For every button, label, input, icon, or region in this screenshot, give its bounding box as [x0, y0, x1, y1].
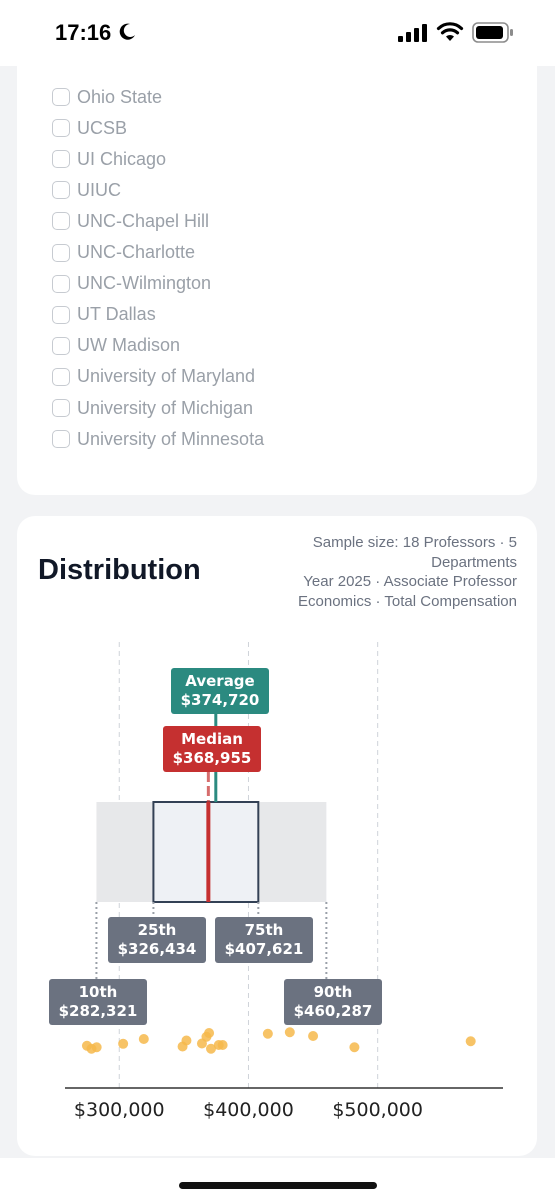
filter-label: UNC-Charlotte [77, 242, 196, 262]
p25-label-bg [108, 917, 206, 963]
data-point [118, 1038, 129, 1049]
filter-checkbox[interactable] [52, 336, 70, 355]
filter-label: UT Dallas [77, 304, 156, 325]
filter-checkbox[interactable] [52, 181, 70, 200]
median-label-value: $368,955 [173, 749, 252, 767]
x-tick-label: $500,000 [332, 1099, 423, 1121]
filter-item[interactable]: UNC-Wilmington [52, 270, 211, 298]
x-tick-label: $400,000 [203, 1099, 294, 1121]
x-tick-label: $300,000 [74, 1099, 165, 1121]
filter-label: UIUC [77, 179, 121, 200]
p90-label-value: $460,287 [294, 1002, 373, 1020]
data-point [262, 1028, 273, 1039]
filter-label: University of Michigan [77, 397, 254, 418]
filter-item[interactable]: UNC-Charlotte [52, 239, 195, 267]
distribution-chart: Average$374,720 Median$368,955 25th$326,43… [49, 642, 503, 1121]
meta-departments: Departments [431, 553, 517, 571]
bottom-safe-area [0, 1158, 555, 1200]
p10-label-value: $282,321 [59, 1002, 138, 1020]
filter-item[interactable]: UNC-Chapel Hill [52, 207, 209, 235]
box-25-75 [152, 801, 260, 903]
filter-label: UW Madison [77, 335, 181, 356]
battery-icon [472, 22, 513, 43]
data-point [217, 1040, 228, 1050]
filter-label: UI Chicago [77, 148, 167, 169]
p75-label-title: 75th [245, 921, 284, 939]
data-point [308, 1031, 319, 1041]
meta-field-type: Economics · Total Compensation [298, 592, 517, 610]
filter-label: UNC-Wilmington [77, 273, 212, 294]
data-point [206, 1043, 216, 1054]
filter-label: UCSB [77, 117, 128, 138]
average-label-value: $374,720 [181, 691, 260, 709]
data-point [284, 1027, 295, 1038]
distribution-title: Distribution [38, 554, 201, 586]
filter-checkbox[interactable] [52, 274, 70, 293]
p10-label: 10th$282,321 [49, 979, 147, 1025]
median-label-title: Median [181, 730, 243, 748]
p75-label-bg [215, 917, 313, 963]
p10-label-title: 10th [79, 983, 118, 1001]
home-indicator[interactable] [179, 1182, 377, 1189]
filter-checkbox[interactable] [52, 305, 70, 324]
filter-label: University of Minnesota [77, 428, 265, 449]
average-label-title: Average [185, 672, 254, 690]
data-point [204, 1028, 215, 1038]
average-label-bg [171, 668, 269, 714]
p90-label-title: 90th [314, 983, 353, 1001]
status-time: 17:16 [55, 20, 112, 45]
filter-item[interactable]: UW Madison [52, 332, 180, 360]
p10-label-bg [49, 979, 147, 1025]
p25-label-value: $326,434 [118, 940, 197, 958]
filter-item[interactable]: Ohio State [52, 83, 162, 111]
p75-label-value: $407,621 [225, 940, 304, 958]
filter-label: Ohio State [77, 86, 163, 107]
data-point [138, 1034, 149, 1044]
cellular-signal-icon [398, 24, 427, 42]
filter-checkbox[interactable] [52, 150, 70, 169]
data-point [349, 1042, 360, 1053]
filter-item[interactable]: UCSB [52, 114, 127, 142]
filter-item[interactable]: UI Chicago [52, 145, 166, 173]
p25-label-title: 25th [138, 921, 177, 939]
data-point [91, 1042, 102, 1053]
p90-label-bg [284, 979, 382, 1025]
median-label: Median$368,955 [163, 726, 261, 772]
p75-label: 75th$407,621 [215, 917, 313, 963]
meta-sample-size: Sample size: 18 Professors · 5 [312, 534, 517, 551]
meta-year-rank: Year 2025 · Associate Professor [303, 573, 517, 590]
filter-item[interactable]: University of Minnesota [52, 425, 264, 453]
wifi-icon [436, 22, 464, 41]
filter-label: University of Maryland [77, 366, 256, 387]
median-label-bg [163, 726, 261, 772]
filter-item[interactable]: University of Michigan [52, 394, 253, 422]
p90-label: 90th$460,287 [284, 979, 382, 1025]
moon-icon [119, 23, 135, 40]
filter-checkbox[interactable] [52, 399, 70, 417]
status-bar: 17:16 [0, 0, 555, 66]
distribution-card: Distribution Sample size: 18 Professors … [17, 516, 537, 1156]
filter-item[interactable]: UT Dallas [52, 301, 156, 329]
filter-checkbox[interactable] [52, 212, 70, 231]
filter-checkbox[interactable] [52, 119, 70, 138]
school-filter-card: Ohio State UCSB UI Chicago UIUC UNC-Chapel H… [17, 60, 537, 495]
filter-checkbox[interactable] [52, 367, 70, 386]
filter-checkbox[interactable] [52, 430, 70, 449]
average-label: Average$374,720 [171, 668, 269, 714]
filter-checkbox[interactable] [52, 243, 70, 262]
p25-label: 25th$326,434 [108, 917, 206, 963]
distribution-meta: Sample size: 18 Professors · 5 Departmen… [257, 533, 517, 611]
data-point [465, 1036, 476, 1047]
filter-checkbox[interactable] [52, 88, 70, 106]
filter-item[interactable]: University of Maryland [52, 363, 255, 391]
data-point [181, 1035, 192, 1046]
filter-item[interactable]: UIUC [52, 176, 121, 204]
filter-label: UNC-Chapel Hill [77, 210, 210, 231]
